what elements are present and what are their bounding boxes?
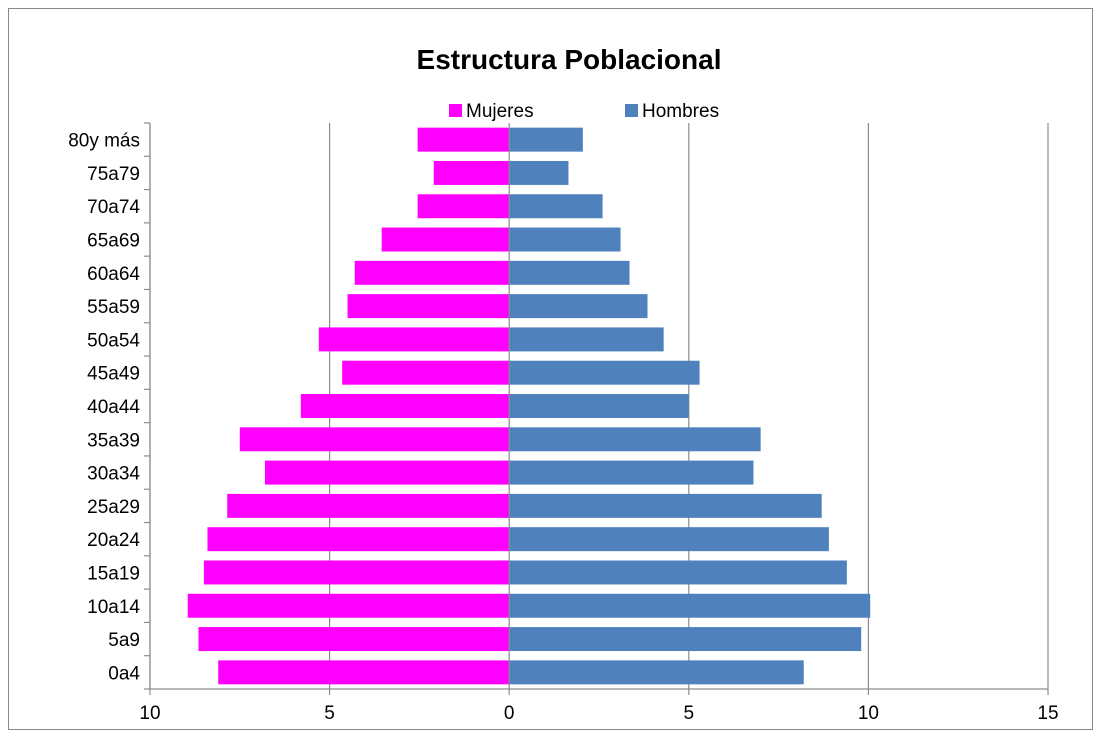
y-tick-label: 30a34 [87, 464, 140, 485]
bar-mujeres-75a79 [433, 160, 510, 185]
x-tick-label: 10 [858, 703, 879, 724]
legend: Mujeres Hombres [449, 101, 719, 122]
bar-hombres-10a14 [509, 593, 871, 618]
bar-hombres-70a74 [509, 194, 603, 219]
legend-label-hombres: Hombres [642, 101, 719, 122]
population-pyramid-chart: Estructura Poblacional 10 5 0 5 10 150a45a910… [68, 44, 1059, 724]
y-tick-label: 5a9 [108, 630, 140, 651]
bar-hombres-55a59 [509, 294, 648, 319]
bar-hombres-50a54 [509, 327, 664, 352]
y-tick-label: 45a49 [87, 364, 140, 385]
bar-hombres-60a64 [509, 260, 630, 285]
y-tick-label: 60a64 [87, 264, 140, 285]
bar-mujeres-65a69 [381, 227, 510, 252]
bar-hombres-45a49 [509, 360, 700, 385]
bar-hombres-5a9 [509, 627, 862, 652]
x-tick-label: 5 [324, 703, 335, 724]
bar-hombres-20a24 [509, 527, 829, 552]
y-tick-label: 80y más [68, 131, 140, 152]
bar-mujeres-20a24 [207, 527, 510, 552]
x-tick-label: 15 [1037, 703, 1058, 724]
bar-mujeres-60a64 [354, 260, 510, 285]
bar-mujeres-55a59 [347, 294, 510, 319]
bar-mujeres-50a54 [318, 327, 510, 352]
y-tick-label: 70a74 [87, 197, 140, 218]
bar-hombres-40a44 [509, 394, 689, 418]
y-tick-label: 55a59 [87, 297, 140, 318]
x-tick-label: 10 [139, 703, 160, 724]
bar-hombres-65a69 [509, 227, 621, 252]
bar-hombres-30a34 [509, 460, 754, 485]
y-tick-label: 50a54 [87, 330, 140, 351]
bar-mujeres-15a19 [203, 560, 510, 585]
bar-mujeres-70a74 [417, 194, 510, 219]
bar-mujeres-5a9 [198, 627, 510, 652]
legend-swatch-hombres [625, 104, 638, 117]
y-tick-label: 20a24 [87, 530, 140, 551]
x-tick-label: 5 [684, 703, 695, 724]
bar-mujeres-40a44 [300, 394, 510, 418]
y-tick-label: 10a14 [87, 597, 140, 618]
bar-mujeres-10a14 [187, 593, 510, 618]
y-tick-label: 15a19 [87, 563, 140, 584]
axes: 10 5 0 5 10 15 0a4 5a9 10a14 15a19 20a24 25a29 30a34… [68, 122, 1059, 724]
bar-hombres-25a29 [509, 493, 822, 518]
bar-hombres-0a4 [509, 660, 804, 685]
bar-mujeres-0a4 [218, 660, 510, 685]
bar-mujeres-45a49 [342, 360, 510, 385]
bar-hombres-75a79 [509, 160, 569, 185]
x-tick-label: 0 [504, 703, 515, 724]
legend-label-mujeres: Mujeres [466, 101, 534, 122]
chart-frame: Estructura Poblacional 10 5 0 5 10 15 0a4 5a9 10… [8, 8, 1093, 730]
bar-mujeres-30a34 [264, 460, 510, 485]
y-tick-label: 40a44 [87, 397, 140, 418]
y-tick-label: 35a39 [87, 430, 140, 451]
legend-swatch-mujeres [449, 104, 462, 117]
bar-mujeres-35a39 [239, 427, 510, 452]
bar-hombres-80y más [509, 127, 583, 152]
y-tick-label: 0a4 [108, 663, 140, 684]
chart-title: Estructura Poblacional [417, 44, 722, 75]
y-tick-label: 65a69 [87, 231, 140, 252]
y-tick-label: 25a29 [87, 497, 140, 518]
bar-hombres-35a39 [509, 427, 761, 452]
bar-hombres-15a19 [509, 560, 847, 585]
bar-mujeres-80y más [417, 127, 510, 152]
bar-mujeres-25a29 [227, 493, 510, 518]
y-tick-label: 75a79 [87, 164, 140, 185]
bars [187, 127, 871, 685]
